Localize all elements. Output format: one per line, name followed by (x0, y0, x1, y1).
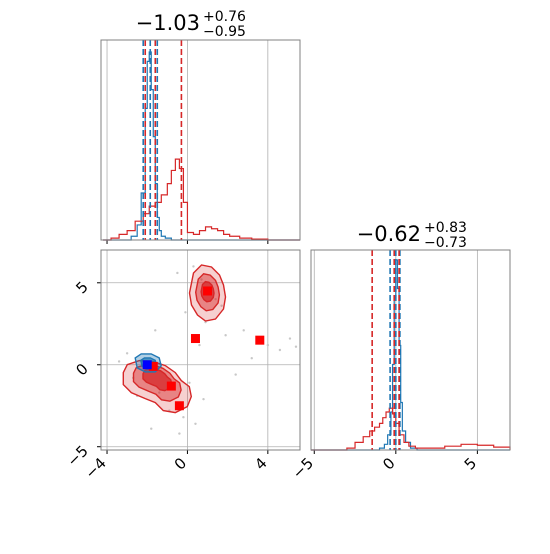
sample-point (288, 337, 292, 340)
joint-panel: −4 0 4−505 (63, 249, 301, 482)
title-x-value: −1.03 (136, 11, 200, 35)
sample-point (125, 352, 129, 355)
x-tick-label: −5 (289, 454, 317, 482)
sample-point (117, 360, 121, 363)
title-y-lower: −0.73 (424, 235, 467, 251)
sample-point (224, 334, 227, 337)
histogram-series (103, 158, 300, 241)
sample-point (150, 427, 153, 430)
red-marker (203, 286, 213, 296)
sample-point (176, 271, 179, 275)
title-x-lower: −0.95 (203, 24, 246, 40)
title-y-upper: +0.83 (424, 220, 467, 236)
histogram-series (103, 51, 300, 241)
sample-point (178, 432, 181, 435)
axes-frame (100, 249, 301, 451)
red-marker (148, 361, 158, 371)
red-marker (174, 401, 184, 411)
histogram-series (311, 407, 511, 451)
marginal-y-panel: −5 0 5 (289, 249, 511, 482)
x-tick-label: 5 (461, 454, 480, 473)
red-marker (255, 335, 265, 345)
x-tick-label: 0 (379, 454, 398, 473)
sample-point (294, 345, 298, 348)
axes-frame (100, 39, 301, 241)
red-marker (166, 381, 176, 391)
sample-point (194, 422, 197, 425)
title-x-upper: +0.76 (203, 9, 246, 25)
y-tick-label: 0 (72, 360, 91, 379)
sample-point (154, 329, 157, 332)
blue-marker (142, 360, 152, 370)
title-y-value: −0.62 (357, 222, 421, 246)
marginal-x-panel (100, 39, 301, 244)
x-tick-label: 4 (251, 454, 270, 473)
sample-point (242, 329, 245, 332)
sample-point (214, 297, 217, 301)
sample-point (234, 373, 237, 376)
sample-point (188, 381, 191, 384)
sample-point (202, 397, 205, 401)
red-marker (190, 334, 200, 344)
x-tick-label: 0 (171, 454, 190, 473)
sample-point (278, 348, 282, 352)
sample-point (220, 304, 223, 307)
sample-point (158, 391, 161, 394)
axes-frame (310, 249, 511, 451)
histogram-series (311, 259, 510, 451)
sample-point (200, 278, 203, 281)
sample-point (192, 265, 195, 268)
sample-point (198, 343, 201, 347)
sample-point (250, 356, 253, 360)
sample-point (182, 416, 185, 419)
sample-point (266, 343, 270, 347)
sample-point (184, 311, 187, 314)
y-tick-label: 5 (72, 278, 91, 297)
